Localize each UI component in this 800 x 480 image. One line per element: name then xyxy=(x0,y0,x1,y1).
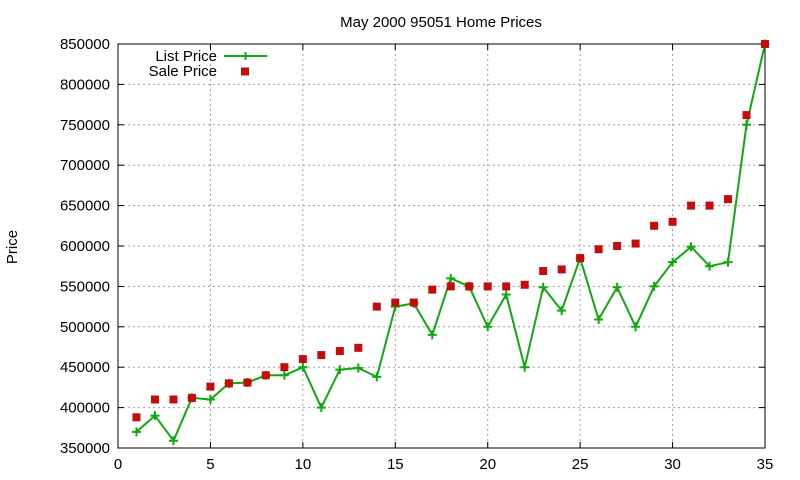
x-tick-label: 20 xyxy=(479,456,496,473)
legend: List Price Sale Price xyxy=(149,48,267,80)
data-point-sale-price xyxy=(150,395,159,404)
data-point-sale-price xyxy=(280,363,289,372)
y-tick-label: 400000 xyxy=(60,400,110,417)
data-point-sale-price xyxy=(317,351,326,360)
y-axis-label: Price xyxy=(4,230,21,264)
y-tick-label: 800000 xyxy=(60,76,110,93)
data-point-list-price xyxy=(668,257,678,267)
data-point-sale-price xyxy=(446,282,455,291)
data-point-list-price xyxy=(501,289,511,299)
data-point-list-price xyxy=(557,306,567,316)
data-point-sale-price xyxy=(687,201,696,210)
data-point-list-price xyxy=(427,330,437,340)
data-point-sale-price xyxy=(650,221,659,230)
data-point-sale-price xyxy=(335,347,344,356)
y-tick-label: 450000 xyxy=(60,359,110,376)
data-point-list-price xyxy=(649,281,659,291)
data-point-sale-price xyxy=(391,298,400,307)
y-tick-label: 750000 xyxy=(60,117,110,134)
data-point-sale-price xyxy=(594,245,603,254)
y-tick-label: 500000 xyxy=(60,319,110,336)
y-tick-label: 850000 xyxy=(60,36,110,53)
data-point-sale-price xyxy=(261,371,270,380)
data-point-list-price xyxy=(279,370,289,380)
y-tick-label: 650000 xyxy=(60,198,110,215)
data-point-list-price xyxy=(446,273,456,283)
y-tick-label: 700000 xyxy=(60,157,110,174)
x-tick-label: 15 xyxy=(387,456,404,473)
data-point-sale-price xyxy=(539,267,548,276)
data-point-sale-price xyxy=(298,355,307,364)
y-tick-label: 350000 xyxy=(60,440,110,457)
data-point-sale-price xyxy=(705,201,714,210)
data-point-sale-price xyxy=(169,395,178,404)
data-point-sale-price xyxy=(502,282,511,291)
data-point-list-price xyxy=(742,120,752,130)
chart-title: May 2000 95051 Home Prices xyxy=(340,14,542,31)
data-point-sale-price xyxy=(576,254,585,263)
x-tick-label: 5 xyxy=(206,456,214,473)
data-point-list-price xyxy=(205,395,215,405)
x-tick-label: 25 xyxy=(572,456,589,473)
data-point-sale-price xyxy=(187,393,196,402)
data-point-sale-price xyxy=(428,285,437,294)
data-point-list-price xyxy=(705,261,715,271)
legend-label-list-price: List Price xyxy=(155,48,217,65)
grid xyxy=(118,44,765,448)
data-point-list-price xyxy=(594,315,604,325)
data-point-sale-price xyxy=(483,282,492,291)
data-point-sale-price xyxy=(465,282,474,291)
plot-frame xyxy=(117,43,766,449)
data-point-sale-price xyxy=(206,382,215,391)
data-point-list-price xyxy=(298,362,308,372)
data-point-list-price xyxy=(335,365,345,375)
data-point-sale-price xyxy=(668,217,677,226)
data-point-sale-price xyxy=(372,302,381,311)
data-point-sale-price xyxy=(243,378,252,387)
data-point-list-price xyxy=(483,322,493,332)
x-tick-label: 30 xyxy=(664,456,681,473)
data-point-list-price xyxy=(723,257,733,267)
data-point-list-price xyxy=(538,282,548,292)
y-tick-label: 550000 xyxy=(60,278,110,295)
data-point-list-price xyxy=(316,403,326,413)
data-point-sale-price xyxy=(520,280,529,289)
data-point-list-price xyxy=(520,362,530,372)
series-sale-price xyxy=(132,40,769,422)
x-tick-label: 35 xyxy=(757,456,774,473)
data-point-list-price xyxy=(631,322,641,332)
data-point-sale-price xyxy=(409,298,418,307)
data-point-list-price xyxy=(372,372,382,382)
y-tick-label: 600000 xyxy=(60,238,110,255)
data-point-sale-price xyxy=(631,239,640,248)
data-point-list-price xyxy=(168,436,178,446)
data-point-list-price xyxy=(612,282,622,292)
axis-ticks: 0 5 10 15 20 25 30 35 350000 400000 450000 500000 55… xyxy=(60,36,773,473)
legend-label-sale-price: Sale Price xyxy=(149,63,217,80)
data-point-sale-price xyxy=(761,40,769,48)
data-point-sale-price xyxy=(613,242,622,250)
data-point-sale-price xyxy=(132,413,141,422)
legend-marker-list-price xyxy=(241,52,250,60)
series xyxy=(131,39,770,446)
data-point-sale-price xyxy=(224,379,233,388)
x-tick-label: 0 xyxy=(114,456,122,473)
data-point-sale-price xyxy=(557,265,566,274)
data-point-list-price xyxy=(686,242,696,252)
data-point-sale-price xyxy=(354,343,363,352)
x-tick-label: 10 xyxy=(295,456,312,473)
data-point-list-price xyxy=(131,427,141,437)
data-point-list-price xyxy=(353,363,363,373)
data-point-list-price xyxy=(150,411,160,421)
data-point-sale-price xyxy=(724,195,733,204)
legend-marker-sale-price xyxy=(241,67,249,76)
data-point-sale-price xyxy=(742,111,751,120)
